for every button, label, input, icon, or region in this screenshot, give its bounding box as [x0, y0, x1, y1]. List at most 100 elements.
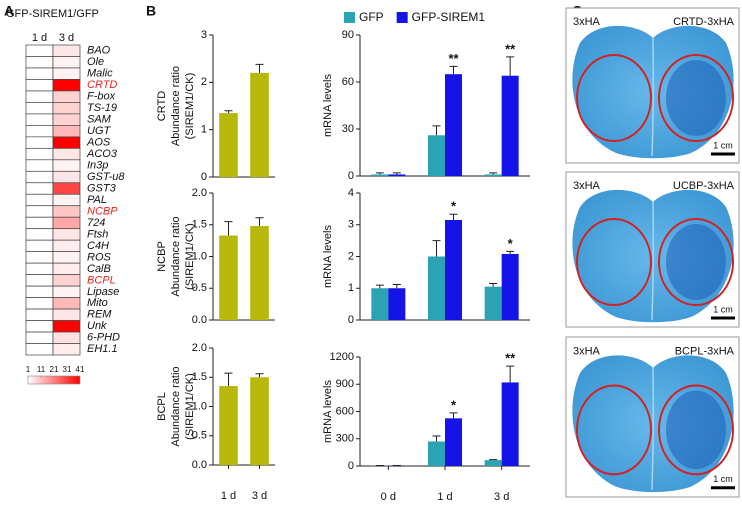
x-tick-label: 3 d: [494, 491, 509, 503]
y-axis-label: mRNA levels: [322, 380, 334, 443]
bar: [501, 253, 519, 320]
y-tick-label: 1.0: [192, 400, 207, 412]
error-bar: [224, 221, 233, 236]
stain: [666, 60, 726, 136]
control-label: 3xHA: [573, 16, 601, 28]
row-label: GST3: [87, 182, 117, 194]
error-bar: [255, 217, 264, 227]
bar: [250, 377, 269, 465]
bar: [250, 226, 269, 320]
bar: [445, 74, 462, 176]
control-label: 3xHA: [573, 345, 601, 357]
row-label: BAO: [87, 45, 111, 57]
heatmap-cell: [52, 274, 81, 287]
row-label: AOS: [86, 136, 111, 148]
error-bar: [449, 213, 458, 220]
y-tick-label: 1.0: [192, 250, 207, 262]
significance: **: [505, 41, 516, 56]
midrib: [651, 37, 655, 157]
heatmap-cell: [52, 308, 81, 321]
error-bar: [449, 65, 458, 75]
y-tick-label: 2: [348, 250, 354, 262]
construct-label: UCBP-3xHA: [673, 180, 735, 192]
y-tick-label: 0: [348, 314, 354, 326]
y-axis-label: (SIREM1/CK): [184, 373, 196, 440]
y-tick-label: 1: [201, 124, 207, 136]
y-tick-label: 1.5: [192, 371, 207, 383]
row-label: REM: [87, 309, 112, 321]
heatmap-cell: [25, 216, 54, 230]
bar: [388, 174, 406, 176]
y-tick-label: 4: [348, 187, 354, 199]
panel-label: A: [4, 3, 14, 19]
panel-label: B: [146, 3, 156, 19]
heatmap-cell: [52, 251, 81, 264]
bar: [484, 460, 502, 466]
y-axis-label: Abundance ratio: [170, 216, 182, 296]
y-axis-label: BCPL: [156, 392, 168, 421]
row-label: 6-PHD: [87, 332, 120, 344]
row-label: Mito: [87, 297, 108, 309]
error-bar: [255, 373, 264, 378]
y-tick-label: 0.0: [192, 459, 207, 471]
heatmap-cell: [52, 343, 81, 356]
heatmap-cell: [25, 147, 54, 161]
heatmap-cell: [25, 320, 54, 333]
row-label: Unk: [87, 320, 107, 332]
bar: [371, 174, 389, 176]
error-bar: [392, 283, 401, 289]
bar: [428, 256, 445, 320]
significance: *: [451, 199, 457, 214]
row-label: SAM: [87, 114, 112, 126]
x-tick-label: 3 d: [252, 490, 267, 502]
heatmap-cell: [52, 320, 81, 333]
legend-swatch: [396, 12, 408, 23]
legend-label: GFP: [359, 10, 384, 24]
heatmap-cell: [52, 285, 81, 298]
infiltration-circle: [658, 218, 734, 306]
y-tick-label: 3: [201, 29, 207, 41]
error-bar: [224, 110, 233, 114]
heatmap-cell: [52, 79, 81, 92]
heatmap-cell: [52, 228, 81, 241]
heatmap-cell: [52, 125, 81, 138]
row-label: TS-19: [87, 102, 117, 114]
row-label: 724: [87, 217, 105, 229]
row-label: ROS: [87, 251, 112, 263]
heatmap-cell: [52, 90, 81, 103]
error-bar: [506, 250, 515, 254]
row-label: ACO3: [86, 148, 118, 160]
heatmap-cell: [25, 274, 54, 287]
colorbar-tick-label: 31: [63, 365, 72, 374]
heatmap-cell: [25, 125, 54, 138]
x-tick-label: 1 d: [437, 491, 452, 503]
row-label: EH1.1: [87, 343, 118, 355]
bar: [428, 441, 445, 466]
row-label: UGT: [87, 125, 112, 137]
heatmap-cell: [25, 239, 54, 253]
y-tick-label: 90: [342, 29, 354, 41]
error-bar: [432, 125, 441, 136]
heatmap-cell: [52, 102, 81, 115]
row-label: Lipase: [87, 286, 119, 298]
heatmap-cell: [25, 251, 54, 264]
heatmap-cell: [52, 182, 81, 195]
colorbar-tick-label: 11: [37, 365, 46, 374]
bar: [445, 219, 462, 320]
heatmap-cell: [25, 90, 54, 103]
heatmap-cell: [52, 193, 81, 207]
heatmap-cell: [25, 44, 54, 57]
bar: [219, 113, 238, 177]
y-tick-label: 0: [201, 171, 207, 183]
error-bar: [392, 172, 401, 175]
y-axis-label: (SIREM1/CK): [184, 223, 196, 290]
row-label: Ole: [87, 56, 104, 68]
x-tick-label: 1 d: [221, 490, 236, 502]
legend-swatch: [344, 12, 355, 23]
heatmap-cell: [25, 308, 54, 321]
heatmap-cell: [52, 297, 81, 310]
row-label: NCBP: [87, 205, 118, 217]
row-label: F-box: [87, 91, 116, 103]
heatmap-cell: [52, 239, 81, 253]
